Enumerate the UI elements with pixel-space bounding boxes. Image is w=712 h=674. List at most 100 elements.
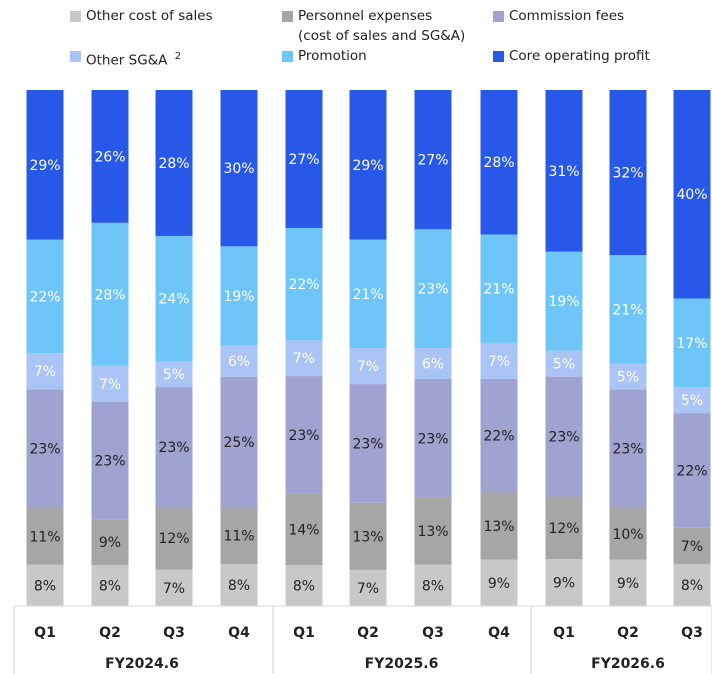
- data-label: 7%: [99, 377, 121, 393]
- bar-segment: [220, 246, 258, 346]
- bar-segment: [91, 90, 129, 223]
- data-label: 13%: [417, 524, 448, 540]
- bar-segment: [480, 492, 518, 560]
- data-label: 5%: [553, 357, 575, 373]
- data-label: 28%: [158, 156, 189, 172]
- data-label: 31%: [548, 164, 579, 180]
- data-label: 22%: [483, 429, 514, 445]
- data-label: 8%: [228, 578, 250, 594]
- bar-segment: [414, 378, 452, 498]
- data-label: 5%: [617, 369, 639, 385]
- data-label: 21%: [483, 282, 514, 298]
- legend-label: Other SG&A 2: [86, 48, 181, 70]
- bar-segment: [609, 389, 647, 508]
- data-label: 11%: [29, 529, 60, 545]
- data-label: 19%: [548, 294, 579, 310]
- bar-segment: [480, 234, 518, 343]
- bar-segment: [220, 376, 258, 507]
- bar-segment: [673, 527, 711, 565]
- bar-segment: [545, 496, 583, 560]
- x-tick-label: Q3: [681, 625, 703, 641]
- legend-label: Other cost of sales: [86, 8, 213, 24]
- legend-swatch: [282, 11, 293, 22]
- data-label: 23%: [29, 442, 60, 458]
- data-label: 21%: [612, 302, 643, 318]
- bar-segment: [673, 387, 711, 414]
- data-label: 7%: [293, 351, 315, 367]
- x-tick-label: Q1: [553, 625, 575, 641]
- data-label: 32%: [612, 166, 643, 182]
- bar-segment: [545, 90, 583, 252]
- bar-segment: [155, 506, 193, 570]
- data-label: 7%: [681, 539, 703, 555]
- x-tick-label: Q3: [163, 625, 185, 641]
- bar-segment: [155, 569, 193, 606]
- bar-segment: [349, 569, 387, 606]
- bar-segment: [609, 559, 647, 606]
- group-label: FY2026.6: [591, 656, 665, 672]
- x-tick-label: Q2: [99, 625, 121, 641]
- bar-segment: [91, 401, 129, 520]
- bar-segment: [414, 90, 452, 230]
- data-label: 7%: [34, 364, 56, 380]
- data-label: 9%: [617, 576, 639, 592]
- bar-segment: [609, 507, 647, 560]
- bar-segment: [673, 90, 711, 299]
- bar-segment: [285, 565, 323, 606]
- bar-segment: [414, 348, 452, 379]
- data-label: 22%: [676, 463, 707, 479]
- data-label: 11%: [223, 529, 254, 545]
- legend-label: Core operating profit: [509, 48, 650, 64]
- data-label: 13%: [483, 519, 514, 535]
- data-label: 26%: [94, 149, 125, 165]
- data-label: 30%: [223, 161, 254, 177]
- bar-segment: [545, 251, 583, 351]
- bar-segment: [349, 384, 387, 503]
- bar-segment: [414, 229, 452, 348]
- data-label: 29%: [29, 158, 60, 174]
- data-label: 13%: [352, 529, 383, 545]
- bar-segment: [349, 90, 387, 240]
- legend-label: Promotion: [298, 48, 367, 64]
- footnote-marker: 2: [174, 51, 182, 62]
- bar-segment: [285, 227, 323, 341]
- data-label: 27%: [417, 153, 448, 169]
- data-label: 23%: [158, 440, 189, 456]
- data-label: 8%: [34, 578, 56, 594]
- bar-segment: [545, 376, 583, 497]
- x-tick-label: Q2: [617, 625, 639, 641]
- bar-segment: [414, 564, 452, 606]
- data-label: 27%: [288, 152, 319, 168]
- bar-segment: [480, 342, 518, 379]
- data-label: 12%: [158, 531, 189, 547]
- data-label: 5%: [163, 367, 185, 383]
- data-label: 10%: [612, 527, 643, 543]
- bar-segment: [673, 298, 711, 388]
- group-label: FY2025.6: [365, 656, 439, 672]
- legend-label: Personnel expenses: [298, 8, 433, 24]
- bar-segment: [26, 353, 64, 390]
- legend-sublabel: (cost of sales and SG&A): [298, 28, 466, 44]
- bar-segment: [220, 345, 258, 377]
- data-label: 40%: [676, 187, 707, 203]
- legend-swatch: [70, 11, 81, 22]
- bar-segment: [609, 363, 647, 390]
- bar-segment: [480, 559, 518, 606]
- data-label: 23%: [417, 431, 448, 447]
- data-label: 8%: [293, 579, 315, 595]
- data-label: 8%: [99, 579, 121, 595]
- legend-swatch: [282, 51, 293, 62]
- data-label: 23%: [94, 453, 125, 469]
- bar-segment: [155, 387, 193, 507]
- bar-segment: [285, 340, 323, 377]
- data-label: 23%: [352, 436, 383, 452]
- bar-segment: [26, 90, 64, 240]
- bar-segment: [26, 564, 64, 606]
- data-label: 6%: [228, 354, 250, 370]
- bar-segment: [545, 350, 583, 377]
- bar-segment: [155, 235, 193, 362]
- x-tick-label: Q4: [488, 625, 510, 641]
- data-label: 7%: [357, 581, 379, 597]
- bar-segment: [480, 378, 518, 493]
